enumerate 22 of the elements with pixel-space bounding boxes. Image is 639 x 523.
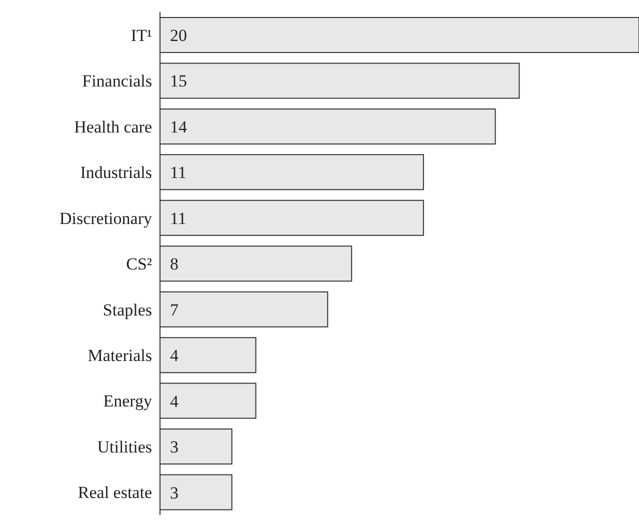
y-tick-label: CS² [126,254,152,274]
data-label: 15 [170,72,187,91]
y-tick-label: Real estate [78,483,152,502]
data-label: 11 [170,208,186,228]
y-tick-label: IT¹ [130,26,152,45]
data-label: 3 [170,483,178,502]
y-tick-label: Staples [102,300,152,320]
data-label: 11 [170,163,186,182]
data-label: 20 [170,26,187,46]
data-label: 8 [170,254,178,274]
y-tick-label: Industrials [80,163,152,182]
y-tick-label: Materials [88,346,152,365]
y-tick-label: Energy [103,392,152,411]
data-label: 3 [170,438,178,457]
data-label: 14 [170,117,188,136]
y-tick-label: Utilities [97,437,152,456]
data-label: 4 [170,392,179,411]
y-tick-label: Discretionary [59,208,152,228]
y-tick-label: Financials [82,72,152,91]
y-tick-label: Health care [74,117,152,136]
data-label: 4 [170,346,179,366]
data-label: 7 [170,300,179,320]
